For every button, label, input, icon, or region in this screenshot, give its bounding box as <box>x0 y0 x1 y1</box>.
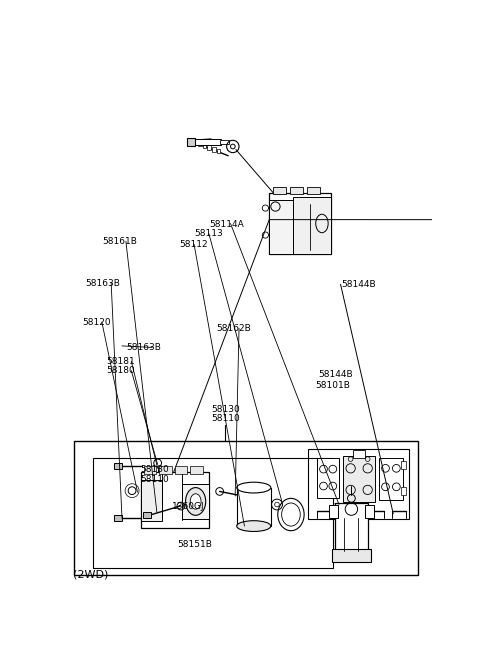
Bar <box>220 140 229 144</box>
Bar <box>193 140 197 144</box>
Bar <box>159 466 172 474</box>
Ellipse shape <box>237 521 271 531</box>
Bar <box>182 483 209 519</box>
Text: 58181: 58181 <box>107 357 135 366</box>
Bar <box>207 145 211 150</box>
Bar <box>292 197 331 255</box>
Text: 58113: 58113 <box>194 230 223 238</box>
Bar <box>365 504 374 518</box>
Bar <box>192 139 221 145</box>
Bar <box>329 504 338 518</box>
Text: 58101B: 58101B <box>315 381 350 390</box>
Bar <box>269 193 331 255</box>
Text: 58130: 58130 <box>211 405 240 414</box>
Bar <box>308 449 409 519</box>
Text: 58130: 58130 <box>140 464 169 474</box>
Text: (2WD): (2WD) <box>73 569 108 580</box>
Bar <box>332 549 371 562</box>
Bar <box>269 200 292 255</box>
Bar <box>198 142 202 146</box>
Bar <box>114 516 122 522</box>
Bar <box>212 147 216 152</box>
Text: 58161B: 58161B <box>103 237 138 246</box>
Bar <box>238 492 244 498</box>
Bar <box>187 138 195 146</box>
Bar <box>190 466 203 474</box>
Bar <box>273 186 286 194</box>
Text: 1360GJ: 1360GJ <box>172 502 204 511</box>
Bar <box>237 487 271 526</box>
Bar <box>93 458 333 567</box>
Text: 58114A: 58114A <box>209 220 243 229</box>
Text: 58110: 58110 <box>140 475 169 483</box>
Ellipse shape <box>186 487 206 516</box>
Bar <box>143 512 151 518</box>
Text: 58163B: 58163B <box>126 344 161 352</box>
Bar <box>141 480 162 522</box>
Bar <box>343 456 375 502</box>
Text: 58144B: 58144B <box>341 280 375 289</box>
Ellipse shape <box>190 494 201 509</box>
Bar <box>144 466 156 474</box>
Bar <box>401 461 406 469</box>
Text: 58162B: 58162B <box>216 324 251 333</box>
Text: 58180: 58180 <box>107 366 135 375</box>
Bar <box>307 186 320 194</box>
Text: 58151B: 58151B <box>177 541 212 550</box>
Bar <box>203 143 206 148</box>
Bar <box>114 463 122 469</box>
Bar <box>74 441 418 575</box>
Text: 58144B: 58144B <box>319 370 353 379</box>
Bar <box>401 487 406 495</box>
Ellipse shape <box>237 482 271 493</box>
Bar <box>290 186 302 194</box>
Bar <box>141 472 209 527</box>
Text: 58112: 58112 <box>179 240 208 249</box>
Bar <box>216 149 220 154</box>
Bar <box>317 459 339 499</box>
Bar <box>175 466 187 474</box>
Bar <box>335 503 368 557</box>
Text: 58163B: 58163B <box>85 279 120 288</box>
Bar <box>353 450 365 458</box>
Text: 58110: 58110 <box>211 414 240 422</box>
Text: 58120: 58120 <box>83 318 111 327</box>
Bar <box>379 458 403 500</box>
